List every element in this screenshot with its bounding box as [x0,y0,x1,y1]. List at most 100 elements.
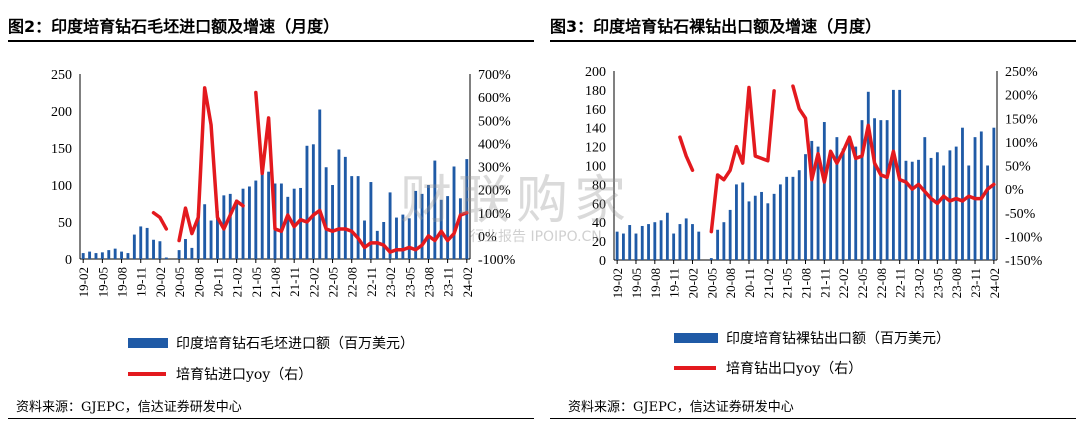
bar [254,180,258,259]
x-tick-label: 22-11 [893,268,908,298]
legend-bar-swatch-left [128,338,168,348]
bar [209,220,213,259]
x-tick-label: 19-08 [648,268,663,298]
y-tick-right: 300% [478,161,511,176]
y-tick-left: 20 [592,235,606,250]
legend-bar-label-right: 印度培育钻裸钻出口额（百万美元） [726,331,950,347]
y-tick-right: 100% [1005,136,1038,151]
bar [452,166,456,259]
bar [375,230,379,259]
bar [152,239,155,259]
y-tick-left: 60 [592,197,606,212]
y-tick-left: 250 [51,68,72,83]
bar [343,156,347,259]
x-tick-label: 19-05 [95,267,110,297]
bar [753,195,757,260]
y-tick-right: -150% [1005,254,1043,269]
x-tick-label: 21-02 [230,267,245,297]
chart-title-right: 图3：印度培育钻石裸钻出口额及增速（月度） [550,17,882,36]
bar [986,165,989,260]
bar [622,233,625,260]
bar [88,251,92,259]
bar [659,220,663,260]
x-tick-label: 19-08 [115,267,130,297]
bar [433,160,437,259]
chart-panel-left: 图2：印度培育钻石毛坯进口额及增速（月度） 0 50 100 150 200 250 -10… [8,17,534,419]
bar [318,109,322,260]
bar [382,222,386,259]
chart-svg-left: 0 50 100 150 200 250 -100% 0% 100% 200% 300% 400% 50… [51,68,516,297]
legend-bar-right: 印度培育钻裸钻出口额（百万美元） [674,328,950,348]
bar [810,140,814,260]
bar [954,146,958,260]
y-tick-left: 140 [585,122,606,137]
bar [311,144,315,259]
x-tick-label: 21-11 [287,267,302,297]
watermark-subtext: 行业报告 IPOIPO.CN [470,229,602,245]
bar [653,222,657,260]
y-tick-left: 100 [585,160,606,175]
bar [992,127,996,260]
bar [113,248,117,259]
bar [132,234,136,259]
x-tick-label: 22-08 [874,268,889,298]
bar [126,253,130,259]
x-tick-label: 19-11 [667,268,682,298]
source-left: 资料来源：GJEPC，信达证券研发中心 [16,400,242,415]
bar [446,196,450,259]
x-tick-label: 19-05 [629,268,644,298]
bottom-rule-left [8,418,534,419]
bar [331,185,334,259]
legend-bar-left: 印度培育钻石毛坯进口额（百万美元） [128,333,414,353]
source-right: 资料来源：GJEPC，信达证券研发中心 [568,400,794,415]
x-tick-label: 23-02 [383,267,398,297]
bar [164,257,168,259]
bar [841,148,845,260]
yoy-line-segment [151,211,169,231]
y-tick-right: 200% [478,184,511,199]
chart-svg-right: 0 20 40 60 80 100 120 140 160 180 200 -150% -100% -50… [585,65,1043,298]
bar [203,204,207,259]
bar [829,151,833,260]
x-tick-label: 23-05 [930,268,945,298]
bar [228,193,232,259]
y-tick-left: 0 [65,253,72,268]
bar [848,140,851,260]
x-tick-label: 21-08 [799,268,814,298]
bar [337,149,341,259]
y-tick-right: -100% [478,253,516,268]
x-tick-label: 22-05 [326,267,341,297]
legend-bar-label-left: 印度培育钻石毛坯进口额（百万美元） [176,336,414,352]
bar [363,220,366,259]
bar [772,193,776,260]
bar [247,186,251,259]
bar [766,203,770,260]
y-tick-left: 100 [51,179,72,194]
x-tick-label: 23-02 [912,268,927,298]
bar [305,145,309,259]
bar [716,229,720,260]
bar [420,193,424,259]
y-tick-right: 250% [1005,65,1038,80]
bar [747,201,751,260]
bar [356,176,360,259]
bar [791,176,795,260]
bar [665,212,669,260]
bar [458,198,462,259]
bar [873,118,876,260]
x-tick-label: 20-02 [685,268,700,298]
y-tick-right: -100% [1005,230,1043,245]
bar [760,191,763,260]
x-tick-label: 19-11 [134,267,149,297]
bar [885,120,889,260]
bar [235,199,239,259]
y-tick-right: 0% [1005,183,1024,198]
x-tick-label: 21-05 [780,268,795,298]
bar [854,146,858,260]
bar [241,188,245,259]
x-tick-label: 20-11 [742,268,757,298]
legend-bar-swatch-right [674,333,718,343]
bar [279,183,283,259]
bar [120,251,123,259]
bar [615,231,619,260]
